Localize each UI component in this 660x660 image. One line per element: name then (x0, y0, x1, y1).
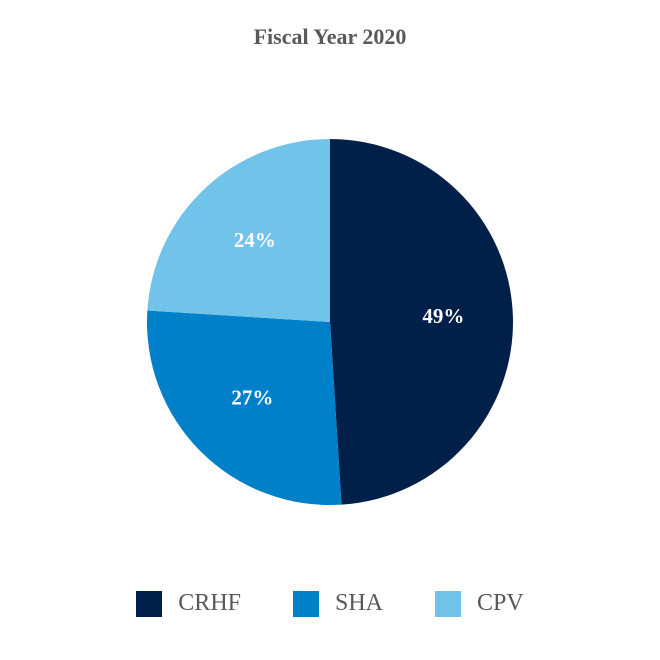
legend-label-cpv: CPV (477, 590, 524, 616)
pie-slice-crhf (330, 139, 513, 505)
pie-slice-cpv (147, 139, 330, 322)
legend-item-crhf: CRHF (136, 590, 241, 617)
legend-label-crhf: CRHF (178, 590, 241, 616)
legend-item-cpv: CPV (435, 590, 524, 617)
legend-swatch-cpv (435, 590, 462, 617)
slice-label-crhf: 49% (422, 304, 464, 328)
pie-slice-sha (146, 310, 342, 505)
legend-item-sha: SHA (293, 590, 383, 617)
legend-label-sha: SHA (335, 590, 384, 616)
chart-title: Fiscal Year 2020 (253, 24, 407, 49)
legend-swatch-crhf (136, 590, 163, 617)
legend: CRHF SHA CPV (0, 590, 660, 617)
slice-label-sha: 27% (231, 385, 273, 409)
legend-swatch-sha (293, 590, 319, 617)
slice-label-cpv: 24% (234, 228, 276, 252)
